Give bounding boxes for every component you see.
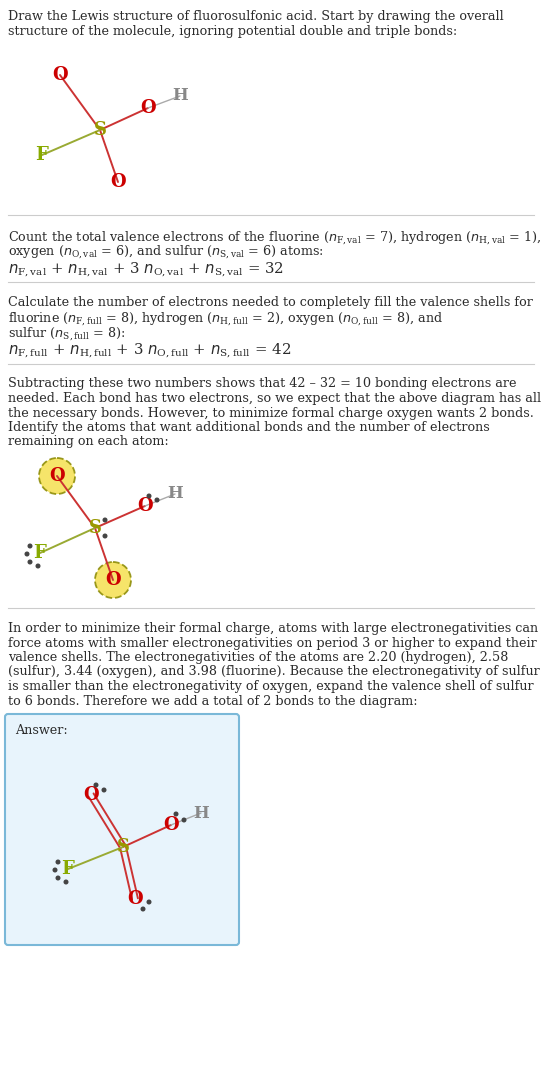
Circle shape bbox=[147, 900, 151, 904]
Circle shape bbox=[28, 544, 32, 547]
Text: O: O bbox=[140, 99, 156, 117]
Circle shape bbox=[182, 818, 186, 822]
Text: F: F bbox=[62, 860, 74, 878]
Text: to 6 bonds. Therefore we add a total of 2 bonds to the diagram:: to 6 bonds. Therefore we add a total of … bbox=[8, 695, 418, 708]
Circle shape bbox=[53, 868, 57, 872]
Text: (sulfur), 3.44 (oxygen), and 3.98 (fluorine). Because the electronegativity of s: (sulfur), 3.44 (oxygen), and 3.98 (fluor… bbox=[8, 666, 540, 679]
Text: Answer:: Answer: bbox=[15, 724, 68, 737]
Text: Draw the Lewis structure of fluorosulfonic acid. Start by drawing the overall: Draw the Lewis structure of fluorosulfon… bbox=[8, 10, 504, 23]
Circle shape bbox=[56, 861, 60, 864]
Text: O: O bbox=[163, 816, 179, 834]
FancyBboxPatch shape bbox=[5, 714, 239, 945]
Text: In order to minimize their formal charge, atoms with large electronegativities c: In order to minimize their formal charge… bbox=[8, 622, 538, 635]
Text: $\mathit{n}_\mathregular{F,full}$ + $\mathit{n}_\mathregular{H,full}$ + 3 $\math: $\mathit{n}_\mathregular{F,full}$ + $\ma… bbox=[8, 341, 291, 361]
Circle shape bbox=[103, 518, 107, 521]
Circle shape bbox=[103, 534, 107, 538]
Text: H: H bbox=[172, 88, 188, 104]
Circle shape bbox=[155, 499, 159, 502]
Text: is smaller than the electronegativity of oxygen, expand the valence shell of sul: is smaller than the electronegativity of… bbox=[8, 680, 534, 693]
Text: H: H bbox=[167, 486, 183, 503]
Text: the necessary bonds. However, to minimize formal charge oxygen wants 2 bonds.: the necessary bonds. However, to minimiz… bbox=[8, 406, 534, 420]
Circle shape bbox=[141, 907, 145, 911]
Ellipse shape bbox=[95, 562, 131, 598]
Text: Count the total valence electrons of the fluorine ($\mathit{n}_\mathregular{F,va: Count the total valence electrons of the… bbox=[8, 229, 541, 246]
Circle shape bbox=[28, 560, 32, 564]
Text: fluorine ($\mathit{n}_\mathregular{F,full}$ = 8), hydrogen ($\mathit{n}_\mathreg: fluorine ($\mathit{n}_\mathregular{F,ful… bbox=[8, 310, 443, 327]
Circle shape bbox=[147, 494, 151, 498]
Text: Calculate the number of electrons needed to completely fill the valence shells f: Calculate the number of electrons needed… bbox=[8, 296, 533, 309]
Circle shape bbox=[36, 564, 40, 568]
Text: O: O bbox=[127, 890, 143, 908]
Text: F: F bbox=[36, 146, 48, 164]
Text: Identify the atoms that want additional bonds and the number of electrons: Identify the atoms that want additional … bbox=[8, 421, 490, 434]
Text: S: S bbox=[94, 121, 106, 139]
Text: O: O bbox=[49, 467, 65, 485]
Text: O: O bbox=[83, 786, 99, 804]
Circle shape bbox=[56, 876, 60, 880]
Circle shape bbox=[174, 812, 178, 816]
Text: force atoms with smaller electronegativities on period 3 or higher to expand the: force atoms with smaller electronegativi… bbox=[8, 636, 537, 649]
Text: structure of the molecule, ignoring potential double and triple bonds:: structure of the molecule, ignoring pote… bbox=[8, 25, 457, 38]
Text: F: F bbox=[34, 544, 47, 562]
Circle shape bbox=[94, 784, 98, 787]
Text: S: S bbox=[117, 838, 130, 856]
Circle shape bbox=[25, 552, 29, 556]
Text: S: S bbox=[88, 519, 101, 537]
Text: H: H bbox=[193, 804, 209, 822]
Text: valence shells. The electronegativities of the atoms are 2.20 (hydrogen), 2.58: valence shells. The electronegativities … bbox=[8, 651, 508, 664]
Text: Subtracting these two numbers shows that 42 – 32 = 10 bonding electrons are: Subtracting these two numbers shows that… bbox=[8, 377, 517, 390]
Text: remaining on each atom:: remaining on each atom: bbox=[8, 436, 169, 449]
Circle shape bbox=[64, 880, 68, 883]
Circle shape bbox=[102, 788, 106, 791]
Text: needed. Each bond has two electrons, so we expect that the above diagram has all: needed. Each bond has two electrons, so … bbox=[8, 392, 541, 405]
Ellipse shape bbox=[39, 459, 75, 494]
Text: sulfur ($\mathit{n}_\mathregular{S,full}$ = 8):: sulfur ($\mathit{n}_\mathregular{S,full}… bbox=[8, 325, 126, 341]
Text: O: O bbox=[105, 571, 121, 589]
Text: $\mathit{n}_\mathregular{F,val}$ + $\mathit{n}_\mathregular{H,val}$ + 3 $\mathit: $\mathit{n}_\mathregular{F,val}$ + $\mat… bbox=[8, 260, 284, 279]
Text: oxygen ($\mathit{n}_\mathregular{O,val}$ = 6), and sulfur ($\mathit{n}_\mathregu: oxygen ($\mathit{n}_\mathregular{O,val}$… bbox=[8, 244, 324, 260]
Text: O: O bbox=[52, 66, 68, 83]
Text: O: O bbox=[137, 496, 153, 515]
Text: O: O bbox=[110, 173, 126, 191]
